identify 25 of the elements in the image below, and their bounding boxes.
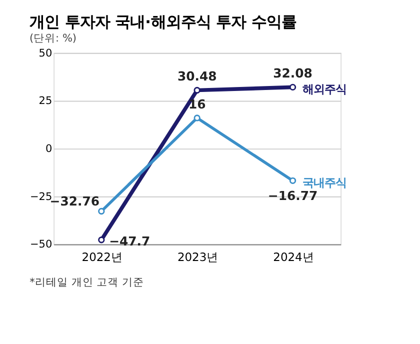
point bbox=[98, 208, 105, 215]
point bbox=[289, 177, 296, 184]
point bbox=[194, 114, 200, 122]
data-label: 30.48 bbox=[177, 68, 217, 84]
point bbox=[98, 236, 105, 244]
data-label: 16 bbox=[188, 96, 206, 112]
series-label: 국내주식 bbox=[302, 175, 346, 190]
series-label: 해외주식 bbox=[302, 82, 346, 96]
text: *리테일 개인 고객 기준 bbox=[30, 276, 144, 288]
data-label: −32.76 bbox=[50, 194, 100, 209]
chart-subtitle: (단위: %) bbox=[29, 32, 77, 44]
y-tick-label: −25 bbox=[30, 190, 52, 203]
data-label: 32.08 bbox=[273, 66, 312, 81]
y-tick-label: 50 bbox=[38, 47, 52, 60]
x-tick-label: 2023년 bbox=[177, 250, 218, 264]
x-tick-label: 2024년 bbox=[273, 250, 314, 264]
point bbox=[289, 84, 296, 91]
x-tick-label: 2022년 bbox=[82, 250, 122, 264]
chart-title: 개인 투자자 국내·해외주식 투자 수익률 bbox=[29, 13, 297, 32]
point bbox=[194, 86, 200, 94]
data-label: −47.7 bbox=[109, 234, 150, 249]
y-tick-label: 0 bbox=[45, 142, 52, 155]
y-tick-label: 25 bbox=[38, 95, 52, 108]
data-label: −16.77 bbox=[268, 188, 318, 203]
y-tick-label: −50 bbox=[30, 238, 52, 251]
